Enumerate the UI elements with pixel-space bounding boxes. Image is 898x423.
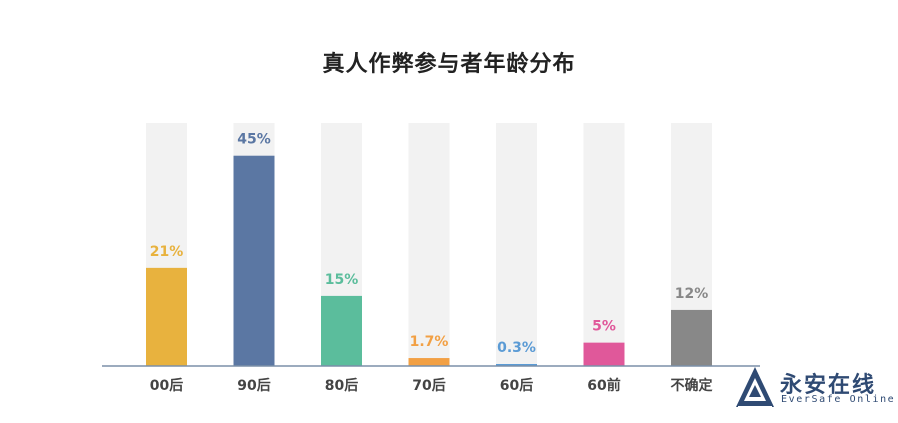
value-label: 15% [325,272,359,288]
logo-name-en: EverSafe Online [781,394,896,405]
x-tick-label: 70后 [412,377,445,394]
background-bar [408,123,450,366]
x-tick-label: 60后 [500,377,533,394]
x-tick-label: 60前 [587,377,620,394]
value-label: 0.3% [497,340,536,356]
background-bar [496,123,537,366]
bar [671,309,712,366]
logo-mark-icon [736,367,774,408]
x-tick-labels: 00后 90后 80后 70后 60后 60前 不确定 [150,377,713,394]
value-label: 5% [592,319,616,335]
value-labels: 21% 45% 15% 1.7% 0.3% 5% 12% [150,132,709,356]
value-label: 1.7% [410,334,449,350]
value-label: 12% [675,286,709,302]
bar [583,342,625,366]
x-tick-label: 不确定 [671,377,713,394]
bar [496,364,537,366]
x-tick-label: 80后 [325,377,358,394]
x-tick-label: 00后 [150,377,183,394]
value-label: 21% [150,244,184,260]
background-bar [583,123,625,366]
eversafe-logo: 永安在线 EverSafe Online [734,364,894,414]
logo-name-cn: 永安在线 [780,373,877,398]
chart-title: 真人作弊参与者年龄分布 [322,52,576,77]
data-bars [146,155,712,366]
bar [321,295,362,366]
bar [233,155,275,366]
background-bars [146,123,712,366]
x-tick-label: 90后 [237,377,270,394]
bar [408,358,450,366]
value-label: 45% [237,132,271,148]
bar [146,267,187,366]
